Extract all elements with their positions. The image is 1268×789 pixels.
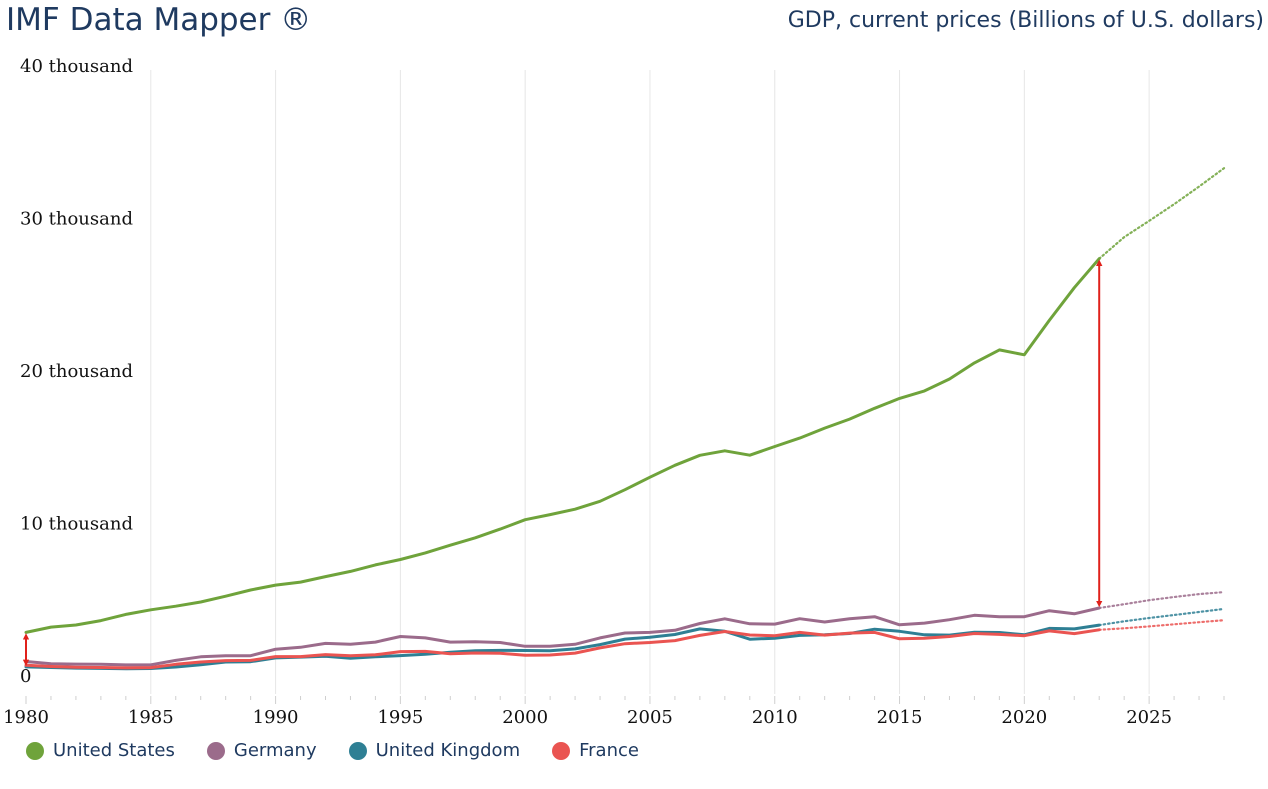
x-tick-label-2025: 2025 (1126, 707, 1172, 728)
x-tick-label-1995: 1995 (377, 707, 423, 728)
series-forecast-united-kingdom[interactable] (1098, 607, 1226, 627)
legend-label: France (579, 740, 639, 761)
series-lines (24, 167, 1226, 671)
x-tick-label-1985: 1985 (128, 707, 174, 728)
x-tick-label-1980: 1980 (3, 707, 49, 728)
x-tick-label-2005: 2005 (627, 707, 673, 728)
app-title: IMF Data Mapper ® (6, 2, 312, 38)
legend-item-germany[interactable]: Germany (206, 740, 317, 761)
legend-item-united-kingdom[interactable]: United Kingdom (348, 740, 521, 761)
y-tick-label-0: 0 (20, 666, 31, 687)
x-tick-label-2020: 2020 (1001, 707, 1047, 728)
x-tick-label-1990: 1990 (253, 707, 299, 728)
legend-dot-icon (206, 741, 225, 760)
y-tick-label-10000: 10 thousand (20, 514, 133, 535)
legend: United States Germany United Kingdom France (26, 740, 671, 761)
annotations (22, 259, 1103, 667)
x-tick-label-2015: 2015 (877, 707, 923, 728)
legend-dot-icon (552, 741, 571, 760)
y-tick-label-30000: 30 thousand (20, 209, 133, 230)
x-tick-label-2000: 2000 (502, 707, 548, 728)
x-tick-label-2010: 2010 (752, 707, 798, 728)
y-axis-ticks: 0 10 thousand 20 thousand 30 thousand 40 tho… (20, 56, 133, 687)
series-line-united-kingdom[interactable] (24, 623, 1101, 671)
series-forecast-germany[interactable] (1098, 590, 1226, 610)
legend-item-united-states[interactable]: United States (26, 740, 175, 761)
y-tick-label-20000: 20 thousand (20, 361, 133, 382)
x-axis-ticks: 1980 1985 1990 1995 2000 2005 2010 2015 2020 2025 (3, 696, 1225, 728)
y-tick-label-40000: 40 thousand (20, 56, 133, 77)
series-forecast-france[interactable] (1098, 619, 1226, 631)
series-line-united-states[interactable] (24, 257, 1101, 634)
legend-dot-icon (26, 741, 44, 760)
indicator-title: GDP, current prices (Billions of U.S. do… (787, 8, 1264, 33)
legend-label: Germany (233, 740, 317, 761)
legend-dot-icon (348, 741, 367, 760)
legend-label: United Kingdom (375, 740, 521, 761)
series-forecast-united-states[interactable] (1098, 167, 1226, 260)
legend-item-france[interactable]: France (552, 740, 639, 761)
series-line-germany[interactable] (24, 606, 1101, 667)
series-line-france[interactable] (24, 628, 1101, 670)
legend-label: United States (53, 740, 175, 761)
grid-lines (150, 70, 1150, 694)
